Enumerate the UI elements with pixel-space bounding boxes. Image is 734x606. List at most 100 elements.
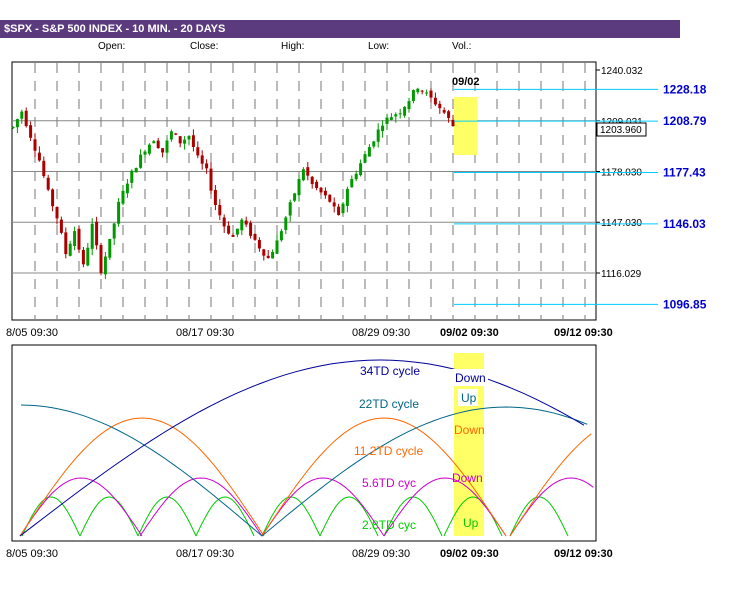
candle-body — [376, 129, 380, 142]
y-tick-label: 1209.031 — [601, 117, 643, 128]
cycle-curve-2-8td — [261, 496, 321, 537]
candle-body — [227, 225, 231, 234]
candle-body — [301, 169, 305, 181]
cycle-phase-label: Up — [461, 391, 477, 405]
candle-body — [121, 190, 125, 204]
candle-body — [425, 92, 429, 94]
cycle-curve-2-8td — [195, 496, 255, 537]
chart-title: $SPX - S&P 500 INDEX - 10 MIN. - 20 DAYS — [4, 23, 226, 35]
cycle-curve-22td — [261, 406, 588, 537]
candle-body — [297, 179, 301, 196]
cycle-curve-5-6td — [19, 477, 143, 537]
candle-body — [319, 187, 323, 193]
y-tick-label: 1116.029 — [601, 269, 642, 280]
candle-body — [64, 232, 68, 255]
cycle-curve-11-2td — [19, 417, 265, 537]
candle-body — [262, 249, 266, 256]
candle-body — [20, 111, 24, 119]
cycle-phase-label: Up — [463, 516, 479, 530]
candle-body — [103, 256, 107, 275]
candle-body — [143, 151, 147, 155]
price-panel-frame — [11, 61, 597, 321]
candle-body — [240, 219, 244, 231]
candle-body — [275, 240, 279, 254]
candle-body — [288, 202, 292, 216]
cycle-series-label: 34TD cycle — [360, 364, 420, 378]
candle-body — [332, 202, 336, 207]
candle-body — [77, 228, 81, 250]
candle-body — [161, 148, 165, 153]
cycle-curve-11-2td — [261, 417, 507, 537]
cycle-curve-34td — [19, 359, 585, 537]
candle-body — [86, 247, 90, 266]
candle-body — [235, 228, 239, 235]
candle-body — [341, 203, 345, 214]
cycle-curve-2-8td — [21, 496, 81, 537]
x-tick-label: 8/05 09:30 — [6, 548, 58, 560]
candle-body — [55, 206, 59, 219]
candle-body — [183, 139, 187, 144]
candle-body — [46, 177, 50, 190]
candle-body — [81, 249, 85, 265]
candle-body — [411, 90, 415, 101]
level-label: 1228.18 — [663, 82, 707, 96]
candle-body — [293, 193, 297, 201]
candle-body — [165, 140, 169, 153]
cycle-curve-22td — [20, 404, 263, 537]
close-label: Close: — [190, 41, 219, 52]
candle-body — [385, 117, 389, 124]
candle-body — [451, 119, 455, 127]
price-grid — [12, 63, 596, 319]
candle-body — [218, 204, 222, 216]
candle-body — [323, 190, 327, 196]
x-tick-label: 09/02 09:30 — [440, 327, 499, 339]
cycle-phase-label: Down — [455, 371, 486, 385]
candle-body — [407, 101, 411, 110]
candle-body — [90, 223, 94, 249]
candle-body — [33, 139, 37, 151]
candle-body — [125, 183, 129, 194]
cycle-curve-2-8td — [509, 496, 569, 537]
candle-body — [315, 181, 319, 189]
candle-body — [359, 163, 363, 176]
x-tick-label: 08/17 09:30 — [176, 327, 234, 339]
highlight-box-price — [454, 97, 477, 155]
cycle-series-label: 2.8TD cyc — [362, 518, 416, 532]
candle-body — [438, 103, 442, 109]
candle-body — [381, 125, 385, 132]
candle-body — [112, 223, 116, 239]
x-tick-label: 09/02 09:30 — [440, 548, 499, 560]
candle-body — [447, 111, 451, 118]
cycle-curve-5-6td — [139, 477, 263, 537]
candlesticks — [11, 87, 455, 280]
current-price-box — [596, 122, 647, 137]
candle-body — [266, 255, 270, 258]
candle-body — [130, 170, 134, 183]
high-label: High: — [281, 41, 305, 52]
vol-label: Vol.: — [452, 41, 472, 52]
level-label: 1208.79 — [663, 114, 707, 128]
x-tick-label: 8/05 09:30 — [6, 327, 58, 339]
candle-body — [372, 141, 376, 147]
candle-body — [442, 110, 446, 113]
level-label: 1177.43 — [663, 165, 706, 179]
candle-body — [271, 251, 275, 259]
candle-body — [389, 117, 393, 120]
candle-body — [205, 163, 209, 169]
candle-body — [178, 136, 182, 144]
candle-body — [174, 133, 178, 135]
candle-body — [51, 189, 55, 207]
candle-body — [29, 125, 33, 138]
candle-body — [147, 144, 151, 154]
candle-body — [68, 243, 72, 256]
candle-body — [363, 154, 367, 163]
candle-body — [152, 141, 156, 144]
candle-body — [222, 217, 226, 227]
cycle-curve-2-8td — [137, 496, 197, 537]
x-tick-label: 08/17 09:30 — [176, 548, 234, 560]
cycle-phase-label: Down — [454, 423, 485, 437]
cycle-curves — [19, 359, 594, 537]
cycle-x-axis: 8/05 09:30 08/17 09:30 08/29 09:30 09/02 09… — [6, 548, 613, 560]
level-label: 1146.03 — [663, 217, 706, 231]
